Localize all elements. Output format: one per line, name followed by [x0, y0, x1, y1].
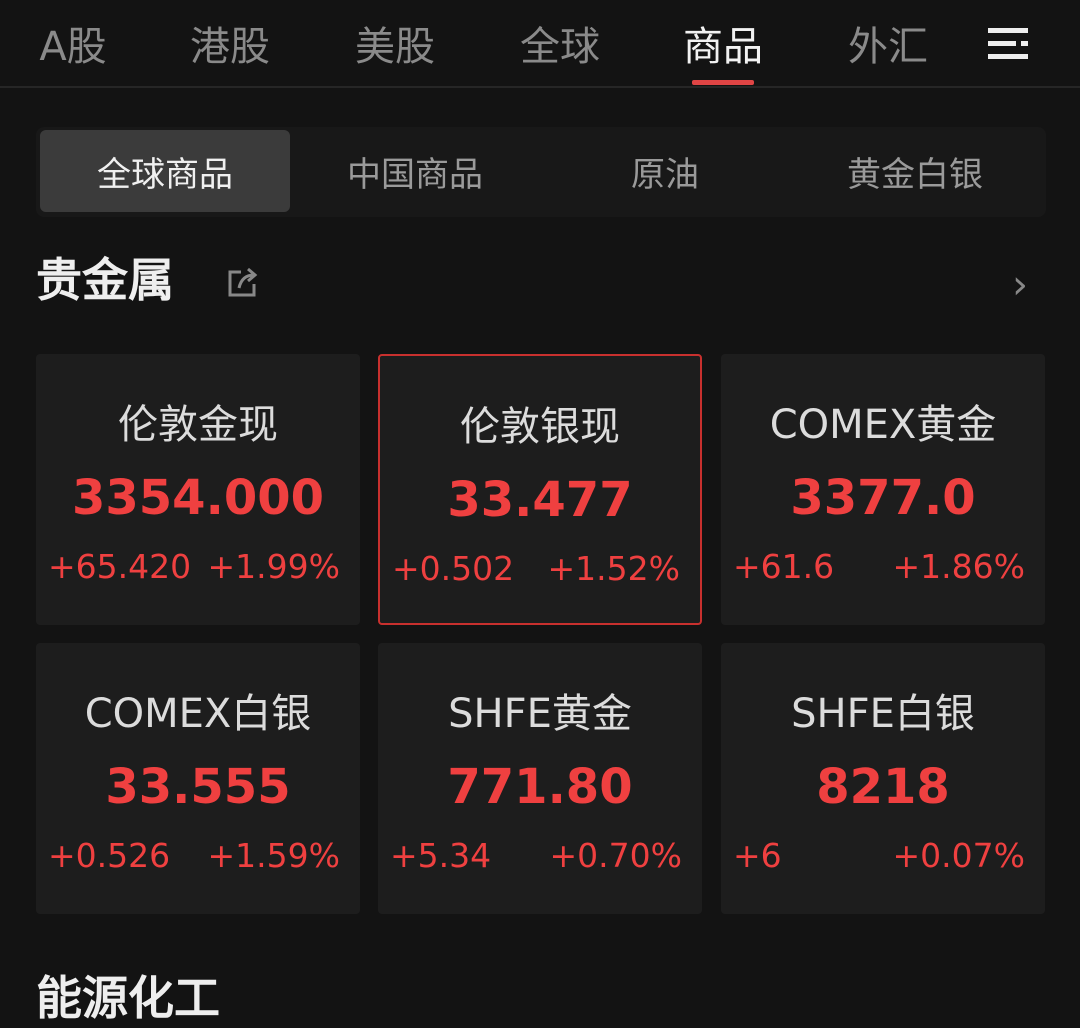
- quote-name: SHFE白银: [791, 691, 975, 737]
- quote-name: 伦敦银现: [460, 404, 620, 450]
- quote-percent: +0.70%: [549, 836, 682, 875]
- quote-change: +6: [733, 836, 782, 875]
- tab-a-shares[interactable]: A股: [39, 24, 107, 70]
- quote-percent: +1.52%: [547, 549, 680, 588]
- quote-name: SHFE黄金: [448, 691, 632, 737]
- subtab-crude-oil[interactable]: 原油: [631, 154, 699, 195]
- menu-icon[interactable]: [988, 28, 1028, 60]
- quote-card[interactable]: COMEX黄金 3377.0 +61.6 +1.86%: [721, 354, 1045, 625]
- quote-name: COMEX黄金: [769, 402, 997, 448]
- subtab-global-commodities[interactable]: 全球商品: [40, 130, 290, 212]
- tab-commodities[interactable]: 商品: [683, 24, 763, 70]
- tab-hk-stocks[interactable]: 港股: [190, 24, 270, 70]
- quote-card[interactable]: SHFE白银 8218 +6 +0.07%: [721, 643, 1045, 914]
- quote-percent: +0.07%: [892, 836, 1025, 875]
- quote-change: +0.526: [48, 836, 171, 875]
- quote-card[interactable]: SHFE黄金 771.80 +5.34 +0.70%: [378, 643, 702, 914]
- quote-change: +5.34: [390, 836, 492, 875]
- share-icon[interactable]: [227, 264, 259, 298]
- quote-percent: +1.86%: [892, 547, 1025, 586]
- quote-card[interactable]: COMEX白银 33.555 +0.526 +1.59%: [36, 643, 360, 914]
- chevron-right-icon[interactable]: ›: [1012, 262, 1028, 308]
- quote-price: 33.477: [447, 472, 633, 528]
- quote-card[interactable]: 伦敦银现 33.477 +0.502 +1.52%: [378, 354, 702, 625]
- quote-price: 3377.0: [790, 470, 976, 526]
- active-tab-indicator: [692, 80, 754, 85]
- tab-global[interactable]: 全球: [520, 24, 600, 70]
- quote-price: 3354.000: [71, 470, 325, 526]
- quote-price: 33.555: [105, 759, 291, 815]
- next-section-title: 能源化工: [36, 971, 220, 1025]
- quote-change: +0.502: [392, 549, 515, 588]
- quote-card[interactable]: 伦敦金现 3354.000 +65.420 +1.99%: [36, 354, 360, 625]
- tab-us-stocks[interactable]: 美股: [355, 24, 435, 70]
- quote-change: +65.420: [48, 547, 192, 586]
- market-tabs: A股 港股 美股 全球 商品 外汇: [0, 0, 1080, 88]
- quote-name: COMEX白银: [84, 691, 312, 737]
- quote-name: 伦敦金现: [118, 402, 278, 448]
- quote-change: +61.6: [733, 547, 835, 586]
- quote-price: 771.80: [447, 759, 633, 815]
- subtab-china-commodities[interactable]: 中国商品: [347, 154, 483, 195]
- commodity-subtabs: 全球商品 中国商品 原油 黄金白银: [36, 127, 1046, 217]
- subtab-gold-silver[interactable]: 黄金白银: [847, 154, 983, 195]
- tab-forex[interactable]: 外汇: [848, 24, 928, 70]
- section-title: 贵金属: [36, 253, 174, 307]
- quote-percent: +1.59%: [207, 836, 340, 875]
- quote-percent: +1.99%: [207, 547, 340, 586]
- quote-price: 8218: [816, 759, 950, 815]
